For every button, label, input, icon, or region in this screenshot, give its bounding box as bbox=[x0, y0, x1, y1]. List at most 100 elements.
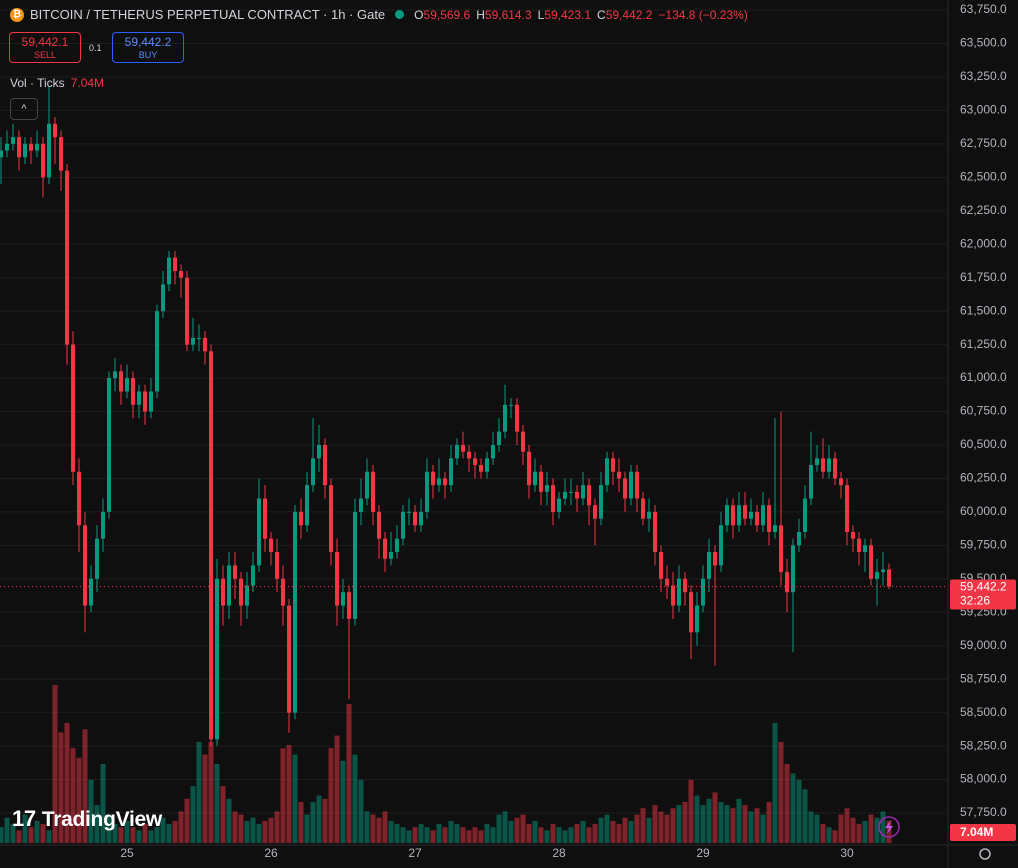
y-tick-label: 60,250.0 bbox=[960, 471, 1007, 485]
volume-bar bbox=[514, 817, 520, 843]
volume-bar bbox=[472, 827, 478, 843]
candle-body bbox=[539, 471, 543, 492]
volume-bar bbox=[820, 824, 826, 843]
candle-body bbox=[671, 585, 675, 606]
ohlc-value: 59,614.3 bbox=[484, 7, 532, 22]
candle-body bbox=[179, 271, 183, 278]
y-tick-label: 62,750.0 bbox=[960, 136, 1007, 150]
y-tick-label: 60,500.0 bbox=[960, 437, 1007, 451]
volume-bar bbox=[808, 811, 814, 843]
candle-body bbox=[887, 569, 891, 587]
candle-body bbox=[845, 485, 849, 532]
volume-bar bbox=[448, 820, 454, 843]
candle-body bbox=[77, 471, 81, 526]
volume-bar bbox=[346, 703, 352, 843]
candle-body bbox=[443, 478, 447, 486]
y-tick-label: 62,000.0 bbox=[960, 236, 1007, 250]
ohlc-key: O bbox=[414, 7, 424, 22]
volume-bar bbox=[604, 814, 610, 843]
candle-body bbox=[665, 578, 669, 586]
volume-bar bbox=[226, 798, 232, 843]
buy-button[interactable]: 59,442.2 BUY bbox=[112, 32, 184, 63]
volume-bar bbox=[508, 820, 514, 843]
volume-bar bbox=[706, 798, 712, 843]
volume-bar bbox=[274, 811, 280, 843]
volume-bar bbox=[262, 820, 268, 843]
candle-body bbox=[545, 485, 549, 492]
candle-body bbox=[287, 605, 291, 713]
volume-bar bbox=[172, 820, 178, 843]
volume-bar bbox=[82, 729, 88, 843]
candle-body bbox=[299, 511, 303, 526]
candle-body bbox=[137, 391, 141, 405]
y-tick-label: 63,500.0 bbox=[960, 36, 1007, 50]
sell-button[interactable]: 59,442.1 SELL bbox=[9, 32, 81, 63]
y-tick-label: 59,000.0 bbox=[960, 638, 1007, 652]
volume-bar bbox=[688, 779, 694, 843]
y-tick-label: 62,250.0 bbox=[960, 203, 1007, 217]
volume-bar bbox=[568, 827, 574, 843]
candle-body bbox=[569, 491, 573, 493]
candle-body bbox=[83, 525, 87, 606]
volume-bar bbox=[106, 814, 112, 843]
candle-body bbox=[641, 498, 645, 519]
candle-body bbox=[755, 511, 759, 526]
candle-body bbox=[221, 578, 225, 606]
volume-bar bbox=[760, 814, 766, 843]
volume-bar bbox=[850, 817, 856, 843]
candle-body bbox=[23, 143, 27, 158]
volume-bar bbox=[46, 830, 52, 843]
volume-bar bbox=[34, 820, 40, 843]
candle-body bbox=[209, 351, 213, 740]
buy-label: BUY bbox=[138, 50, 158, 60]
volume-bar bbox=[322, 798, 328, 843]
volume-bar bbox=[364, 811, 370, 843]
symbol[interactable]: BITCOIN / TETHERUS PERPETUAL CONTRACT · … bbox=[30, 7, 386, 22]
volume-bar bbox=[784, 764, 790, 843]
volume-bar bbox=[712, 792, 718, 843]
sell-label: SELL bbox=[33, 50, 57, 60]
volume-bar bbox=[220, 786, 226, 843]
candle-body bbox=[851, 531, 855, 539]
candle-body bbox=[17, 137, 21, 158]
candle-body bbox=[719, 525, 723, 566]
volume-bar bbox=[862, 820, 868, 843]
ohlc-low: L59,423.1 bbox=[538, 8, 591, 22]
candle-body bbox=[455, 444, 459, 459]
volume-bar bbox=[64, 722, 70, 843]
volume-bar bbox=[238, 814, 244, 843]
candle-body bbox=[827, 458, 831, 472]
volume-bar bbox=[28, 827, 34, 843]
volume-last-label: 7.04M bbox=[960, 825, 993, 839]
coin-icon: ₿ bbox=[10, 7, 24, 22]
volume-bar bbox=[436, 824, 442, 843]
candle-body bbox=[683, 578, 687, 593]
x-tick-label: 25 bbox=[120, 846, 134, 860]
candle-body bbox=[527, 451, 531, 486]
candle-body bbox=[359, 498, 363, 512]
volume-bar bbox=[112, 824, 118, 843]
volume-bar bbox=[736, 798, 742, 843]
collapse-button[interactable]: ^ bbox=[10, 98, 38, 120]
volume-bar bbox=[328, 748, 334, 843]
volume-bar bbox=[754, 808, 760, 843]
ohlc-key: C bbox=[597, 7, 606, 22]
volume-bar bbox=[640, 808, 646, 843]
y-tick-label: 58,500.0 bbox=[960, 705, 1007, 719]
volume-bar bbox=[184, 798, 190, 843]
volume-bar bbox=[700, 805, 706, 843]
y-tick-label: 61,750.0 bbox=[960, 270, 1007, 284]
volume-bar bbox=[676, 805, 682, 843]
volume-bar bbox=[316, 795, 322, 843]
candle-body bbox=[551, 485, 555, 512]
volume-bar bbox=[130, 827, 136, 843]
y-tick-label: 60,000.0 bbox=[960, 504, 1007, 518]
volume-bar bbox=[868, 814, 874, 843]
volume-bar bbox=[598, 817, 604, 843]
candle-body bbox=[131, 378, 135, 405]
volume-bar bbox=[442, 827, 448, 843]
candle-body bbox=[803, 498, 807, 532]
volume-bar bbox=[790, 773, 796, 843]
volume-bar bbox=[586, 827, 592, 843]
